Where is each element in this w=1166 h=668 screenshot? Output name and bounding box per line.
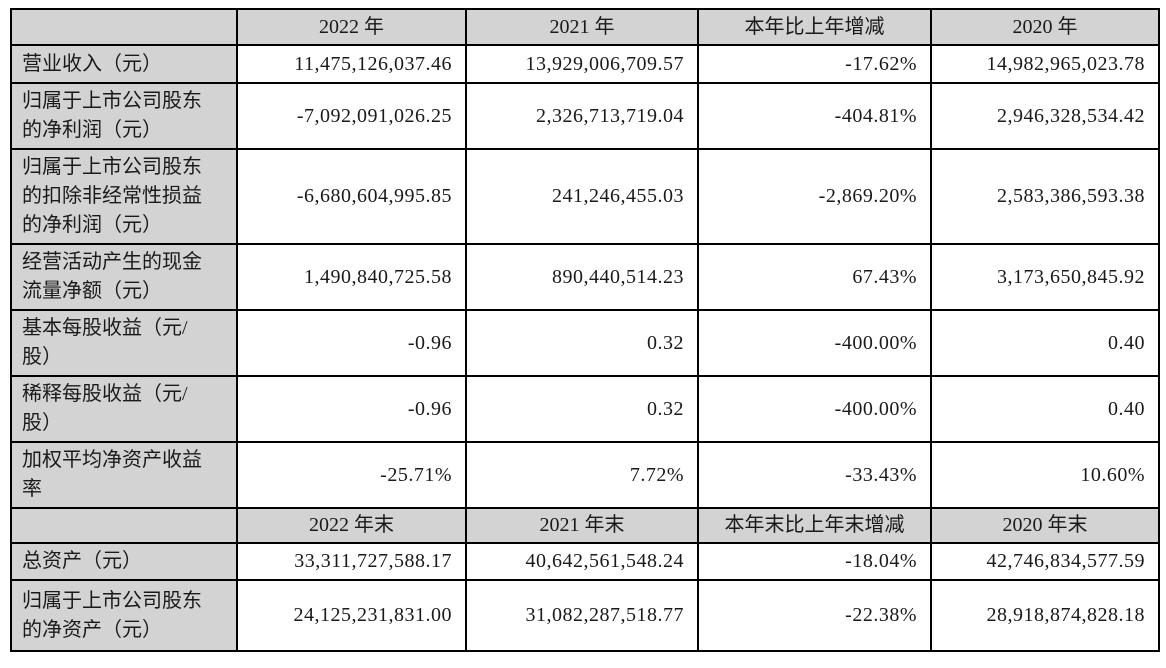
- table-row-total-assets: 总资产（元） 33,311,727,588.17 40,642,561,548.…: [10, 542, 1160, 581]
- value-change: -33.43%: [697, 441, 932, 509]
- value-2021: 31,082,287,518.77: [465, 579, 699, 652]
- value-change: -18.04%: [697, 542, 932, 581]
- value-2020: 3,173,650,845.92: [930, 243, 1160, 311]
- value-change: -2,869.20%: [697, 148, 932, 245]
- value-2022: 33,311,727,588.17: [236, 542, 467, 581]
- table-row-basic-eps: 基本每股收益（元/ 股） -0.96 0.32 -400.00% 0.40: [10, 309, 1160, 377]
- value-change: -400.00%: [697, 309, 932, 377]
- value-2022: 1,490,840,725.58: [236, 243, 467, 311]
- eop-header-row: 2022 年末 2021 年末 本年末比上年末增减 2020 年末: [10, 507, 1160, 544]
- header-2022: 2022 年: [236, 8, 467, 46]
- value-2022: -6,680,604,995.85: [236, 148, 467, 245]
- header-blank-cell: [10, 507, 238, 544]
- row-label: 基本每股收益（元/ 股）: [10, 309, 238, 377]
- row-label: 稀释每股收益（元/ 股）: [10, 375, 238, 443]
- header-2021-eop: 2021 年末: [465, 507, 699, 544]
- header-2020: 2020 年: [930, 8, 1160, 46]
- value-2020: 2,583,386,593.38: [930, 148, 1160, 245]
- value-2021: 241,246,455.03: [465, 148, 699, 245]
- row-label: 总资产（元）: [10, 542, 238, 581]
- value-2022: -7,092,091,026.25: [236, 82, 467, 150]
- value-2022: -25.71%: [236, 441, 467, 509]
- value-2021: 890,440,514.23: [465, 243, 699, 311]
- report-page: 2022 年 2021 年 本年比上年增减 2020 年 营业收入（元） 11,…: [10, 8, 1160, 652]
- value-2020: 42,746,834,577.59: [930, 542, 1160, 581]
- value-2021: 0.32: [465, 309, 699, 377]
- value-2020: 28,918,874,828.18: [930, 579, 1160, 652]
- value-2022: 11,475,126,037.46: [236, 44, 467, 84]
- header-2022-eop: 2022 年末: [236, 507, 467, 544]
- value-2022: 24,125,231,831.00: [236, 579, 467, 652]
- value-2022: -0.96: [236, 309, 467, 377]
- value-change: -17.62%: [697, 44, 932, 84]
- value-change: -404.81%: [697, 82, 932, 150]
- table-row-net-profit-excl-nonrecurring: 归属于上市公司股东 的扣除非经常性损益 的净利润（元） -6,680,604,9…: [10, 148, 1160, 245]
- value-2021: 40,642,561,548.24: [465, 542, 699, 581]
- table-row-weighted-avg-roe: 加权平均净资产收益 率 -25.71% 7.72% -33.43% 10.60%: [10, 441, 1160, 509]
- value-2020: 14,982,965,023.78: [930, 44, 1160, 84]
- header-change: 本年比上年增减: [697, 8, 932, 46]
- value-change: 67.43%: [697, 243, 932, 311]
- row-label: 经营活动产生的现金 流量净额（元）: [10, 243, 238, 311]
- value-2021: 7.72%: [465, 441, 699, 509]
- table-row-net-assets: 归属于上市公司股东 的净资产（元） 24,125,231,831.00 31,0…: [10, 579, 1160, 652]
- value-change: -400.00%: [697, 375, 932, 443]
- value-2021: 0.32: [465, 375, 699, 443]
- table-row-diluted-eps: 稀释每股收益（元/ 股） -0.96 0.32 -400.00% 0.40: [10, 375, 1160, 443]
- header-blank-cell: [10, 8, 238, 46]
- table-row-net-profit: 归属于上市公司股东 的净利润（元） -7,092,091,026.25 2,32…: [10, 82, 1160, 150]
- annual-header-row: 2022 年 2021 年 本年比上年增减 2020 年: [10, 8, 1160, 46]
- value-2021: 2,326,713,719.04: [465, 82, 699, 150]
- header-2020-eop: 2020 年末: [930, 507, 1160, 544]
- table-row-operating-revenue: 营业收入（元） 11,475,126,037.46 13,929,006,709…: [10, 44, 1160, 84]
- value-2020: 0.40: [930, 375, 1160, 443]
- financial-summary-table: 2022 年 2021 年 本年比上年增减 2020 年 营业收入（元） 11,…: [10, 8, 1160, 652]
- value-2021: 13,929,006,709.57: [465, 44, 699, 84]
- value-2022: -0.96: [236, 375, 467, 443]
- row-label: 归属于上市公司股东 的净资产（元）: [10, 579, 238, 652]
- value-2020: 0.40: [930, 309, 1160, 377]
- table-row-operating-cash-flow: 经营活动产生的现金 流量净额（元） 1,490,840,725.58 890,4…: [10, 243, 1160, 311]
- value-2020: 10.60%: [930, 441, 1160, 509]
- row-label: 加权平均净资产收益 率: [10, 441, 238, 509]
- row-label: 营业收入（元）: [10, 44, 238, 84]
- row-label: 归属于上市公司股东 的净利润（元）: [10, 82, 238, 150]
- value-2020: 2,946,328,534.42: [930, 82, 1160, 150]
- header-2021: 2021 年: [465, 8, 699, 46]
- row-label: 归属于上市公司股东 的扣除非经常性损益 的净利润（元）: [10, 148, 238, 245]
- header-change-eop: 本年末比上年末增减: [697, 507, 932, 544]
- value-change: -22.38%: [697, 579, 932, 652]
